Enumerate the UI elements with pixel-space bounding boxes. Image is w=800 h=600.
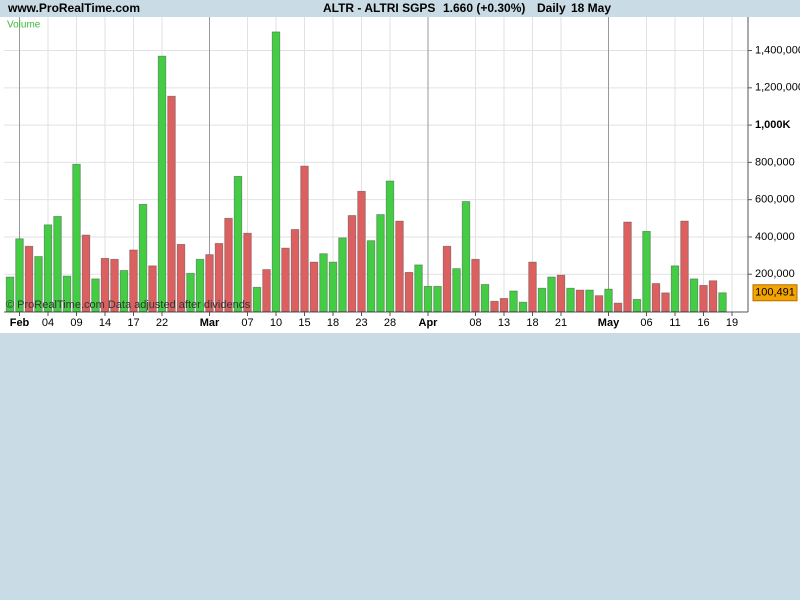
last-value-label: 100,491 [755,287,795,299]
bar [566,287,575,312]
bar [613,302,623,312]
x-tick-label: 23 [355,317,367,329]
bar [72,163,81,312]
x-tick-label: 18 [327,317,339,329]
bar [433,285,442,312]
bar [490,300,499,312]
last-value-box [752,284,798,302]
price: 1.660 (+0.30%) [443,1,525,15]
bar [518,301,528,312]
bar [670,265,680,312]
x-tick-label: Feb [10,317,30,329]
bar [319,253,328,312]
bar [309,261,319,312]
bar [423,285,433,312]
x-tick-label: 08 [469,317,481,329]
x-tick-label: 16 [697,317,709,329]
x-tick-label: 10 [270,317,282,329]
bar [262,269,271,312]
bar [699,285,708,312]
bar [281,247,290,312]
bar [442,245,452,312]
x-tick-label: 15 [298,317,310,329]
bar [680,220,689,312]
y-tick-label: 1,200,000 [755,82,800,94]
bar [414,264,423,312]
bar [594,295,604,312]
y-tick-label: 1,000K [755,119,791,131]
y-tick-label: 800,000 [755,156,795,168]
bar [623,221,632,312]
x-tick-label: 14 [99,317,111,329]
bar [604,288,613,312]
bar [452,268,461,312]
bar [376,214,385,312]
x-tick-label: 06 [640,317,652,329]
x-tick-label: 28 [384,317,396,329]
x-tick-label: 04 [42,317,54,329]
bar [708,280,718,312]
bar [509,290,518,312]
bar [271,31,281,312]
bar [252,286,262,312]
x-tick-label: 19 [726,317,738,329]
bar [167,95,176,312]
bar [366,240,376,312]
source: www.ProRealTime.com [7,1,140,15]
x-tick-label: 21 [555,317,567,329]
bar [290,229,300,312]
y-tick-label: 1,400,000 [755,44,800,56]
note: © ProRealTime.com Data adjusted after di… [6,299,251,311]
bar [537,287,547,312]
y-tick-label: 400,000 [755,231,795,243]
bar [661,292,670,312]
x-tick-label: May [598,317,620,329]
bar [357,190,366,312]
period: Daily [537,1,566,15]
bar [328,261,338,312]
bar [480,284,490,312]
date: 18 May [571,1,611,15]
x-tick-label: 13 [498,317,510,329]
bar [499,298,509,312]
bar [632,298,642,312]
y-tick-label: 600,000 [755,194,795,206]
y-tick-label: 200,000 [755,268,795,280]
x-tick-label: Apr [419,317,439,329]
y-label: Volume [7,20,41,31]
bar [138,203,148,312]
bar [224,217,233,312]
x-tick-label: 11 [669,317,680,329]
bar [395,220,404,312]
bar [651,283,661,312]
bar [157,55,167,312]
x-tick-label: 17 [127,317,139,329]
x-tick-label: 07 [241,317,253,329]
bar [471,258,480,312]
x-tick-label: Mar [200,317,220,329]
bar [347,215,357,312]
bar [338,237,347,312]
bars [5,31,727,312]
bar [461,201,471,312]
bar [233,175,243,312]
bar [300,165,309,312]
bar [689,278,699,312]
bar [718,292,727,312]
chart-title: ALTR - ALTRI SGPS [323,1,435,15]
bar [528,261,537,312]
bar [53,216,62,312]
bar [556,274,566,312]
bar [642,230,651,312]
bar [547,276,556,312]
bar [404,271,414,312]
x-tick-label: 09 [70,317,82,329]
x-tick-label: 18 [526,317,538,329]
bar [585,289,594,312]
bar [575,289,585,312]
x-tick-label: 22 [156,317,168,329]
bar [385,180,395,312]
